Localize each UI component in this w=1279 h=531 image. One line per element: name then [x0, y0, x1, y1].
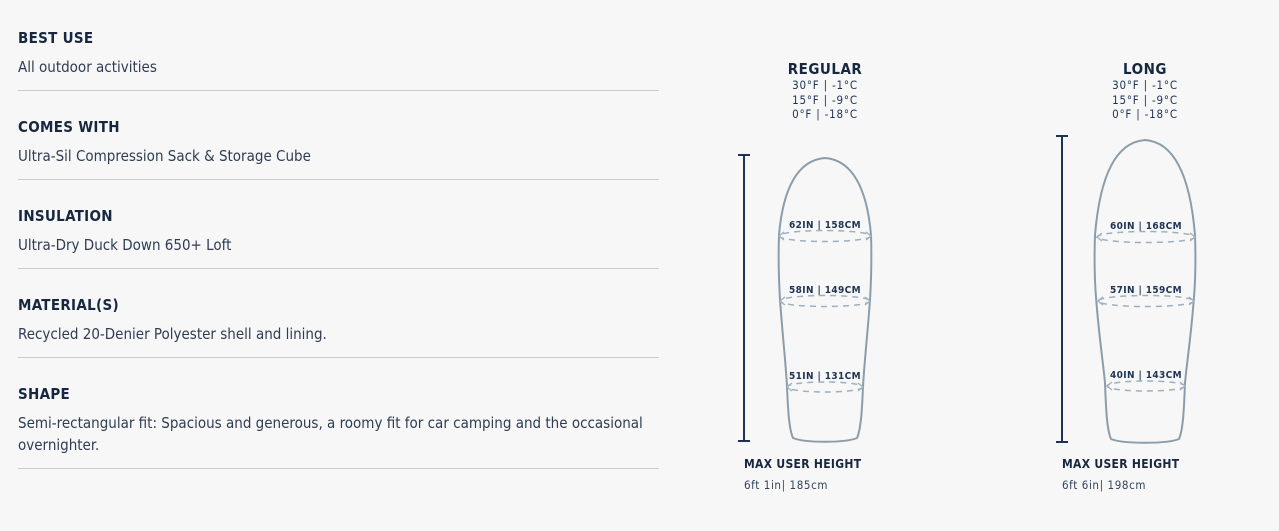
girth-line-hip: 57IN | 159CM	[1096, 285, 1196, 308]
girth-line-hip: 58IN | 149CM	[778, 285, 872, 308]
girth-line-shoulder: 60IN | 168CM	[1095, 221, 1197, 244]
spec-label: INSULATION	[18, 207, 113, 225]
spec-label: BEST USE	[18, 29, 94, 47]
max-user-height-label: MAX USER HEIGHT	[1062, 457, 1180, 471]
height-ruler-icon	[1056, 135, 1068, 443]
spec-section-materials: MATERIAL(S) Recycled 20-Denier Polyester…	[18, 269, 659, 358]
max-user-height-value: 6ft 1in| 185cm	[744, 478, 829, 492]
temp-rating: 15°F | -9°C	[1112, 92, 1178, 107]
girth-measurement: 62IN | 158CM	[789, 220, 861, 231]
spec-label: COMES WITH	[18, 118, 120, 136]
temp-rating: 30°F | -1°C	[792, 78, 858, 92]
size-name: REGULAR	[787, 60, 863, 78]
temp-rating: 0°F | -18°C	[1112, 107, 1178, 121]
max-user-height-label: MAX USER HEIGHT	[744, 457, 862, 471]
girth-line-foot: 51IN | 131CM	[785, 371, 865, 393]
spec-section-comes-with: COMES WITH Ultra-Sil Compression Sack & …	[18, 91, 659, 180]
spec-value: Ultra-Sil Compression Sack & Storage Cub…	[18, 147, 311, 165]
temp-rating: 15°F | -9°C	[792, 92, 858, 107]
max-user-height-block: MAX USER HEIGHT 6ft 6in| 198cm	[1062, 457, 1179, 492]
sleeping-bag-outline	[1093, 138, 1197, 444]
sleeping-bag-diagram-long: 60IN | 168CM 57IN | 159CM 40IN | 143CM	[1056, 135, 1197, 444]
girth-measurement: 51IN | 131CM	[789, 371, 861, 382]
girth-line-foot: 40IN | 143CM	[1105, 370, 1187, 392]
spec-label: MATERIAL(S)	[18, 296, 119, 314]
girth-measurement: 40IN | 143CM	[1110, 370, 1182, 381]
max-user-height-block: MAX USER HEIGHT 6ft 1in| 185cm	[744, 457, 861, 492]
girth-measurement: 60IN | 168CM	[1110, 221, 1182, 232]
size-header-regular: REGULAR 30°F | -1°C 15°F | -9°C 0°F | -1…	[735, 60, 915, 122]
size-name: LONG	[1123, 60, 1167, 78]
spec-section-shape: SHAPE Semi-rectangular fit: Spacious and…	[18, 358, 659, 469]
temp-rating: 0°F | -18°C	[792, 107, 858, 121]
sleeping-bag-outline	[777, 156, 873, 443]
girth-measurement: 57IN | 159CM	[1110, 285, 1182, 296]
spec-value: Recycled 20-Denier Polyester shell and l…	[18, 325, 327, 343]
spec-value: Semi-rectangular fit: Spacious and gener…	[18, 414, 643, 454]
height-ruler-icon	[738, 154, 750, 442]
spec-value: All outdoor activities	[18, 58, 157, 76]
max-user-height-value: 6ft 6in| 198cm	[1062, 478, 1147, 492]
spec-label: SHAPE	[18, 385, 71, 403]
girth-line-shoulder: 62IN | 158CM	[777, 220, 873, 243]
size-header-long: LONG 30°F | -1°C 15°F | -9°C 0°F | -18°C	[1050, 60, 1240, 122]
spec-section-insulation: INSULATION Ultra-Dry Duck Down 650+ Loft	[18, 180, 659, 269]
spec-section-best-use: BEST USE All outdoor activities	[18, 2, 659, 91]
girth-measurement: 58IN | 149CM	[789, 285, 861, 296]
temp-rating: 30°F | -1°C	[1112, 78, 1178, 92]
spec-list: BEST USE All outdoor activities COMES WI…	[18, 2, 659, 469]
spec-value: Ultra-Dry Duck Down 650+ Loft	[18, 236, 232, 254]
sleeping-bag-diagram-regular: 62IN | 158CM 58IN | 149CM 51IN | 131CM	[738, 154, 873, 443]
